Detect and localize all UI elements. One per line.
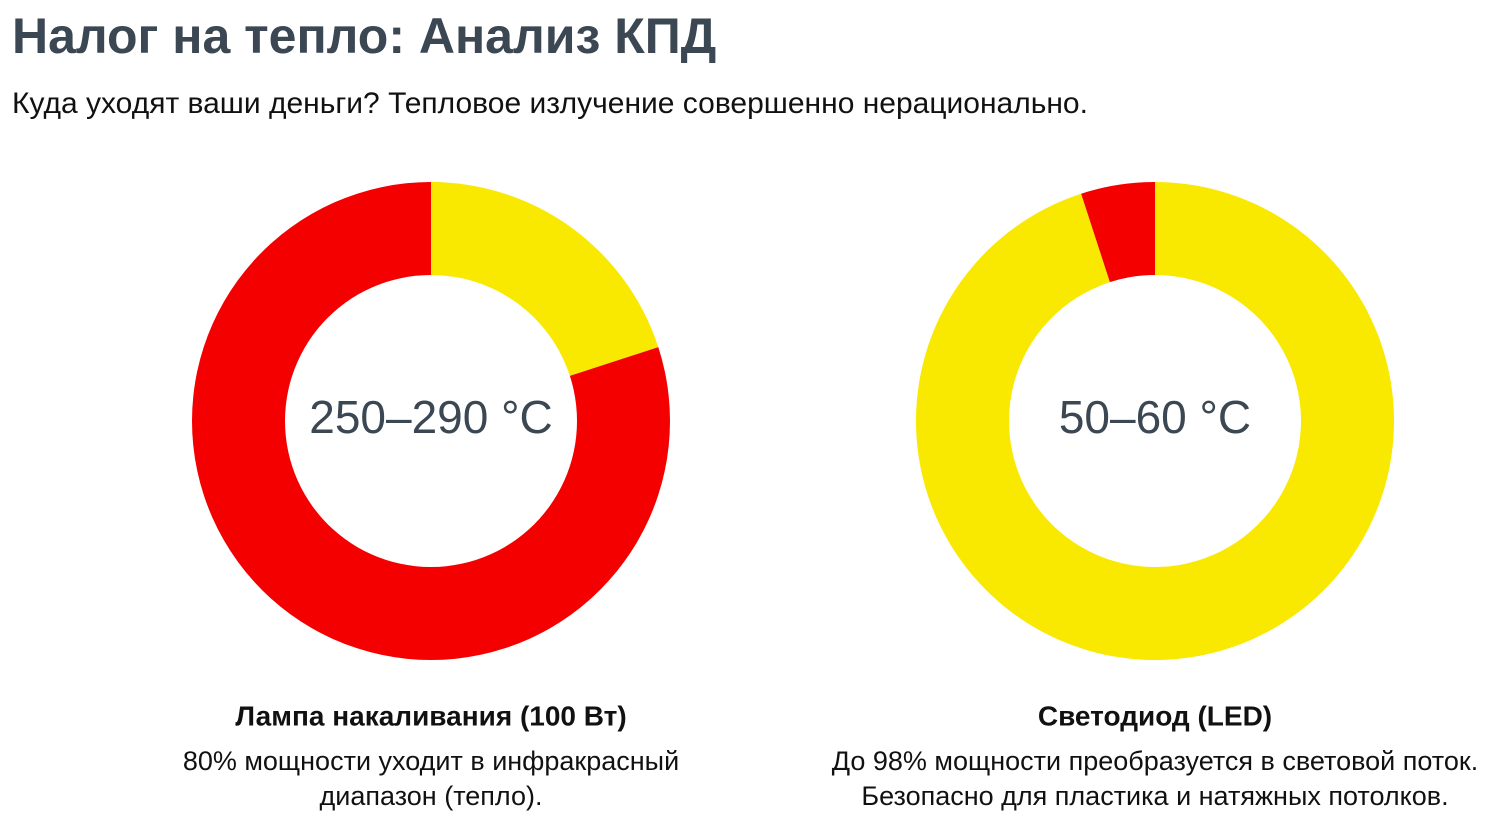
caption-line: До 98% мощности преобразуется в световой… [832, 746, 1478, 776]
page-subtitle: Куда уходят ваши деньги? Тепловое излуче… [12, 87, 1088, 120]
chart-title: Светодиод (LED) [1038, 700, 1272, 731]
page-title: Налог на тепло: Анализ КПД [12, 8, 716, 64]
donut-slice [915, 182, 1394, 660]
donut-slice [191, 182, 670, 661]
chart-title: Лампа накаливания (100 Вт) [235, 700, 626, 731]
center-label: 250–290 °C [309, 391, 552, 443]
donut-slice [1081, 182, 1155, 283]
caption-line: 80% мощности уходит в инфракрасный [183, 746, 679, 776]
caption-line: диапазон (тепло). [320, 781, 543, 811]
donut-slice [431, 182, 659, 376]
center-label: 50–60 °C [1059, 391, 1251, 443]
caption-line: Безопасно для пластика и натяжных потолк… [861, 781, 1448, 811]
